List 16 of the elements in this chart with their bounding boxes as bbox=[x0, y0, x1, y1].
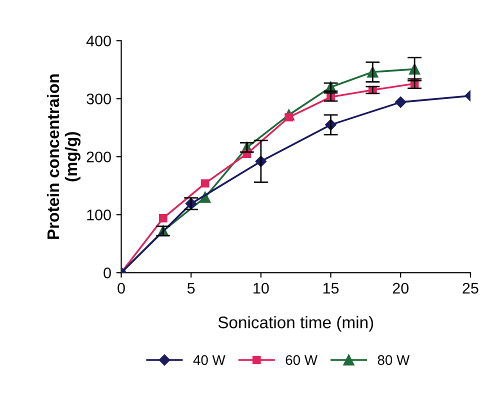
legend-label: 80 W bbox=[378, 355, 410, 365]
x-tick-label: 20 bbox=[392, 282, 409, 294]
y-tick-label: 100 bbox=[87, 210, 111, 220]
x-tick-label: 25 bbox=[462, 282, 478, 294]
x-tick-label: 0 bbox=[118, 282, 125, 294]
legend-label: 60 W bbox=[286, 355, 318, 365]
x-axis-title: Sonication time (min) bbox=[218, 316, 374, 332]
y-tick-label: 200 bbox=[86, 152, 111, 162]
legend-label: 40 W bbox=[193, 355, 226, 365]
y-tick-label: 0 bbox=[104, 268, 111, 278]
x-tick-label: 15 bbox=[323, 282, 339, 294]
x-tick-label: 5 bbox=[187, 282, 195, 294]
y-axis-title: Protein concentraion (mg/g) bbox=[46, 74, 80, 239]
y-tick-label: 300 bbox=[86, 94, 111, 104]
y-tick-label: 400 bbox=[86, 36, 111, 46]
x-tick-label: 10 bbox=[254, 282, 269, 294]
